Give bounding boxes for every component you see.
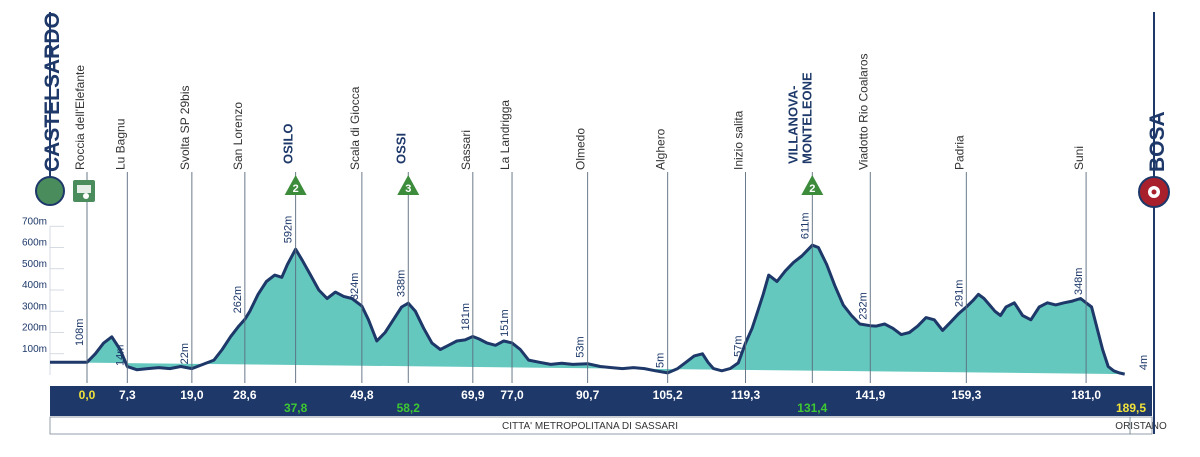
climb-category-icon bbox=[284, 175, 307, 195]
km-label-olmedo: 90,7 bbox=[576, 388, 600, 402]
region-label-oristano: ORISTANO bbox=[1115, 421, 1167, 432]
km-label-villanova-monteleone: 131,4 bbox=[797, 401, 827, 415]
start-town-label: CASTELSARDO bbox=[41, 12, 64, 172]
waypoint-name-villanova-monteleone: VILLANOVA-MONTELEONE bbox=[785, 72, 814, 164]
km-label-suni: 181,0 bbox=[1071, 388, 1101, 402]
elevation-label-villanova-monteleone: 611m bbox=[799, 212, 811, 239]
waypoint-name-sassari: Sassari bbox=[459, 130, 473, 170]
profile-line bbox=[50, 243, 1126, 376]
region-label-citta-metropolitana-di-sassari: CITTA' METROPOLITANA DI SASSARI bbox=[502, 421, 678, 432]
flag-dot-icon bbox=[83, 193, 89, 199]
km-label-roccia-dell-elefante: 0,0 bbox=[79, 388, 96, 402]
elevation-label-bosa: 4m bbox=[1138, 355, 1150, 370]
y-tick-label: 700m bbox=[22, 216, 47, 227]
elevation-label-scala-di-giocca: 324m bbox=[349, 273, 361, 301]
km-label-bosa: 189,5 bbox=[1116, 401, 1146, 415]
elevation-label-osilo: 592m bbox=[283, 216, 295, 244]
elevation-label-padria: 291m bbox=[953, 280, 965, 308]
elevation-label-san-lorenzo: 262m bbox=[232, 286, 244, 314]
km-label-ossi: 58,2 bbox=[397, 401, 421, 415]
elevation-label-svolta-sp-29bis: 22m bbox=[179, 343, 191, 364]
km-label-scala-di-giocca: 49,8 bbox=[350, 388, 374, 402]
y-tick-label: 400m bbox=[22, 280, 47, 291]
start-finish-markers: CASTELSARDO BOSA bbox=[35, 12, 1170, 434]
km-bar-background bbox=[50, 386, 1152, 416]
y-tick-label: 100m bbox=[22, 344, 47, 355]
profile-area-group bbox=[50, 243, 1126, 376]
waypoint-name-lu-bagnu: Lu Bagnu bbox=[113, 119, 127, 170]
waypoint-name-ossi: OSSI bbox=[393, 133, 408, 164]
finish-town-label: BOSA bbox=[1146, 111, 1169, 172]
km-label-inizio-salita: 119,3 bbox=[731, 388, 761, 402]
elevation-label-olmedo: 53m bbox=[575, 336, 587, 357]
waypoint-labels: Roccia dell'Elefante 108m Lu Bagnu 14m Svolt… bbox=[73, 53, 1150, 370]
km-label-osilo: 37,8 bbox=[284, 401, 308, 415]
climb-category-label: 2 bbox=[809, 183, 815, 195]
km-label-la-landrigga: 77,0 bbox=[500, 388, 524, 402]
y-tick-label: 300m bbox=[22, 301, 47, 312]
km-label-svolta-sp-29bis: 19,0 bbox=[180, 388, 204, 402]
elevation-label-alghero: 5m bbox=[655, 353, 667, 368]
y-tick-label: 200m bbox=[22, 323, 47, 334]
km-label-padria: 159,3 bbox=[951, 388, 981, 402]
waypoint-name-padria: Padria bbox=[952, 135, 966, 170]
region-bar: CITTA' METROPOLITANA DI SASSARI ORISTANO bbox=[49, 416, 1167, 435]
climb-category-label: 2 bbox=[293, 183, 299, 195]
waypoint-name-alghero: Alghero bbox=[654, 128, 668, 170]
waypoint-lines bbox=[86, 172, 1087, 383]
waypoint-name-svolta-sp-29bis: Svolta SP 29bis bbox=[178, 86, 192, 171]
profile-area bbox=[50, 245, 1125, 375]
elevation-label-viadotto-rio-coalaros: 232m bbox=[857, 292, 869, 320]
waypoint-name-inizio-salita: Inizio salita bbox=[732, 110, 746, 170]
waypoint-name-la-landrigga: La Landrigga bbox=[498, 100, 512, 170]
elevation-label-inizio-salita: 57m bbox=[733, 335, 745, 356]
finish-center-icon bbox=[1151, 189, 1157, 195]
start-dot-icon bbox=[35, 176, 65, 206]
climb-category-icon bbox=[801, 175, 824, 195]
waypoint-name-roccia-dell-elefante: Roccia dell'Elefante bbox=[73, 65, 87, 170]
waypoint-name-olmedo: Olmedo bbox=[574, 128, 588, 170]
km-bar: 0,0 7,3 19,0 28,6 37,8 49,8 58,2 69,9 77,0 90,7 10… bbox=[50, 386, 1152, 416]
elevation-label-sassari: 181m bbox=[460, 303, 472, 331]
y-tick-label: 600m bbox=[22, 238, 47, 249]
climb-category-icon bbox=[397, 175, 420, 195]
km-label-viadotto-rio-coalaros: 141,9 bbox=[855, 388, 885, 402]
y-tick-label: 500m bbox=[22, 259, 47, 270]
km-label-lu-bagnu: 7,3 bbox=[119, 388, 136, 402]
flag-detail-icon bbox=[77, 185, 91, 193]
waypoint-name-scala-di-giocca: Scala di Giocca bbox=[348, 86, 362, 170]
waypoint-name-viadotto-rio-coalaros: Viadotto Rio Coalaros bbox=[856, 53, 870, 170]
y-axis-grid: 100m 200m 300m 400m 500m 600m 700m bbox=[22, 216, 64, 375]
elevation-label-suni: 348m bbox=[1073, 268, 1085, 296]
region-oristano bbox=[1129, 416, 1153, 435]
km-label-san-lorenzo: 28,6 bbox=[233, 388, 257, 402]
waypoint-name-osilo: OSILO bbox=[281, 124, 296, 164]
elevation-label-ossi: 338m bbox=[395, 270, 407, 298]
elevation-label-lu-bagnu: 14m bbox=[114, 345, 126, 366]
km-label-sassari: 69,9 bbox=[461, 388, 485, 402]
climb-category-label: 3 bbox=[405, 183, 411, 195]
elevation-label-la-landrigga: 151m bbox=[499, 309, 511, 337]
km-label-alghero: 105,2 bbox=[653, 388, 683, 402]
waypoint-name-san-lorenzo: San Lorenzo bbox=[231, 102, 245, 170]
waypoint-name-suni: Suni bbox=[1072, 146, 1086, 170]
elevation-label-roccia-dell-elefante: 108m bbox=[74, 319, 86, 347]
